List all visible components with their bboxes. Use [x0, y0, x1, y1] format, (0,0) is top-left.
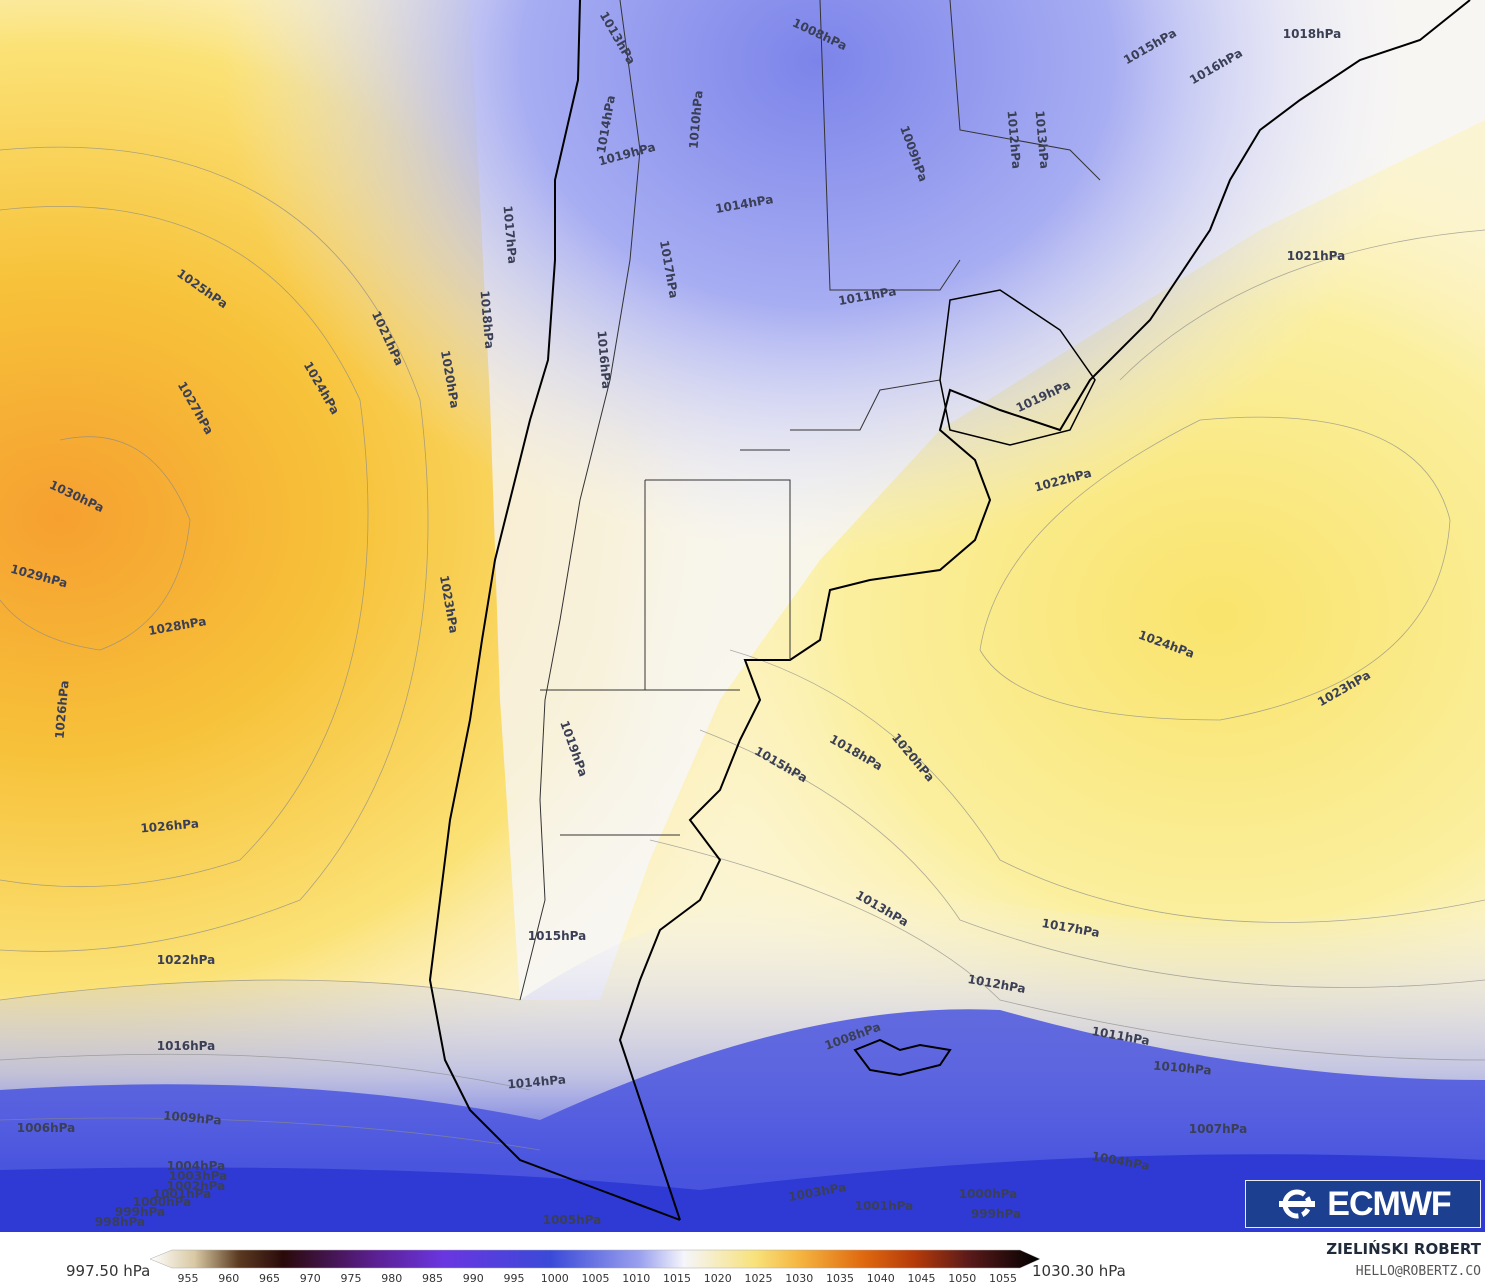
isobar-label: 999hPa — [115, 1205, 165, 1219]
isobar-label: 1018hPa — [1283, 27, 1342, 41]
colorbar-tick-label: 1050 — [948, 1272, 977, 1285]
colorbar-tick-label: 1040 — [866, 1272, 895, 1285]
isobar-label: 1016hPa — [157, 1039, 216, 1053]
isobar-label: 1018hPa — [477, 290, 496, 350]
colorbar-tick-label: 975 — [340, 1272, 362, 1285]
colorbar-tick-label: 970 — [299, 1272, 321, 1285]
isobar-label: 1026hPa — [140, 816, 200, 835]
colorbar-tick-label: 980 — [381, 1272, 403, 1285]
isobar-label: 1026hPa — [52, 680, 71, 740]
isobar-label: 1006hPa — [17, 1121, 76, 1135]
isobar-label: 1013hPa — [1032, 110, 1051, 170]
colorbar-tick-label: 1015 — [663, 1272, 691, 1285]
isobar-label: 1004hPa — [167, 1159, 226, 1173]
colorbar — [149, 1249, 1041, 1269]
isobar-label: 1010hPa — [686, 90, 705, 150]
isobar-label: 1000hPa — [133, 1195, 192, 1209]
author-name: ZIELIŃSKI ROBERT — [1326, 1240, 1481, 1258]
colorbar-tick-label: 985 — [422, 1272, 443, 1285]
colorbar-tick-label: 995 — [503, 1272, 525, 1285]
isobar-label: 1010hPa — [1153, 1058, 1213, 1077]
ecmwf-logo: ECMWF — [1245, 1180, 1481, 1228]
isobar-label: 1001hPa — [855, 1199, 914, 1213]
isobar-label: 1021hPa — [1287, 249, 1346, 263]
colorbar-tick-label: 1010 — [622, 1272, 651, 1285]
isobar-label: 999hPa — [971, 1207, 1021, 1221]
footer: 955 960 965 970 975 980 985 990 995 1000 1005 1010 1… — [0, 1232, 1485, 1287]
colorbar-tick-label: 1055 — [989, 1272, 1017, 1285]
colorbar-tick-label: 990 — [462, 1272, 484, 1285]
isobar-label: 1014hPa — [507, 1072, 567, 1091]
colorbar-tick-label: 1000 — [540, 1272, 569, 1285]
isobar-label: 1005hPa — [543, 1213, 602, 1227]
isobar-label: 1003hPa — [169, 1169, 228, 1183]
ecmwf-swirl-icon — [1279, 1189, 1316, 1219]
isobar-label: 1007hPa — [1189, 1122, 1248, 1136]
colorbar-tick-label: 1020 — [703, 1272, 732, 1285]
colorbar-tick-label: 1030 — [785, 1272, 814, 1285]
isobar-label: 1017hPa — [500, 205, 519, 265]
isobar-label: 1016hPa — [594, 330, 613, 390]
isobar-label: 1000hPa — [959, 1187, 1018, 1201]
pressure-map: 1030hPa1029hPa1028hPa1027hPa1026hPa1026h… — [0, 0, 1485, 1232]
colorbar-tick-label: 1035 — [826, 1272, 854, 1285]
colorbar-tick-label: 1025 — [744, 1272, 773, 1285]
colorbar-tick-label: 965 — [259, 1272, 280, 1285]
isobar-label: 998hPa — [95, 1215, 145, 1229]
isobar-label: 1001hPa — [153, 1187, 212, 1201]
author-email: HELLO@ROBERTZ.CO — [1355, 1264, 1481, 1279]
isobar-label: 1022hPa — [157, 953, 216, 967]
isobar-label: 1009hPa — [163, 1108, 223, 1127]
colorbar-tick-label: 1045 — [907, 1272, 936, 1285]
isobar-label: 1002hPa — [167, 1179, 226, 1193]
colorbar-tick-label: 1005 — [581, 1272, 610, 1285]
legend-min-label: 997.50 hPa — [66, 1262, 151, 1280]
isobar-label: 1012hPa — [1004, 110, 1023, 170]
colorbar-tick-label: 955 — [177, 1272, 199, 1285]
ecmwf-logo-text: ECMWF — [1327, 1184, 1451, 1223]
legend-max-label: 1030.30 hPa — [1032, 1262, 1126, 1280]
isobar-label: 1015hPa — [528, 929, 587, 943]
colorbar-tick-label: 960 — [218, 1272, 240, 1285]
